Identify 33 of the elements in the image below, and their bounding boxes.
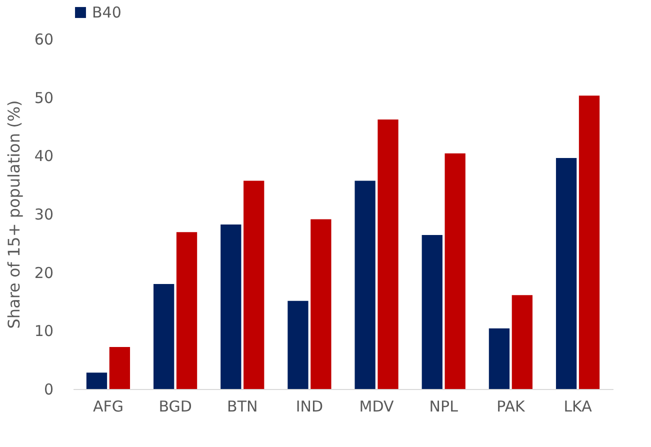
bar (354, 180, 376, 389)
y-axis-title: Share of 15+ population (%) (4, 100, 24, 329)
bar (109, 347, 130, 389)
y-tick-label: 60 (34, 30, 54, 48)
x-tick-label: PAK (496, 398, 526, 416)
bar (556, 158, 577, 389)
bar (422, 235, 442, 389)
y-tick-label: 0 (44, 380, 54, 398)
y-tick-label: 50 (34, 88, 54, 107)
legend-label: B40 (92, 4, 122, 22)
y-tick-label: 30 (34, 206, 54, 224)
bar (288, 300, 308, 389)
bar (512, 295, 533, 389)
bar (378, 120, 398, 389)
bar (488, 328, 510, 389)
x-tick-label: BTN (227, 398, 258, 416)
y-tick-label: 20 (34, 264, 54, 282)
x-tick-label: LKA (564, 398, 593, 416)
x-tick-label: IND (296, 398, 324, 416)
x-tick-label: AFG (92, 398, 124, 416)
bar (444, 153, 466, 389)
bar (176, 232, 198, 389)
bar (578, 96, 600, 389)
y-tick-label: 10 (34, 322, 54, 340)
x-tick-label: NPL (429, 398, 459, 416)
x-tick-label: BGD (158, 398, 192, 416)
bar (244, 180, 264, 389)
bar (310, 219, 332, 389)
bar (153, 284, 174, 389)
bar (86, 372, 108, 389)
y-tick-label: 40 (34, 147, 54, 166)
bar (220, 224, 242, 389)
x-tick-label: MDV (359, 398, 395, 416)
